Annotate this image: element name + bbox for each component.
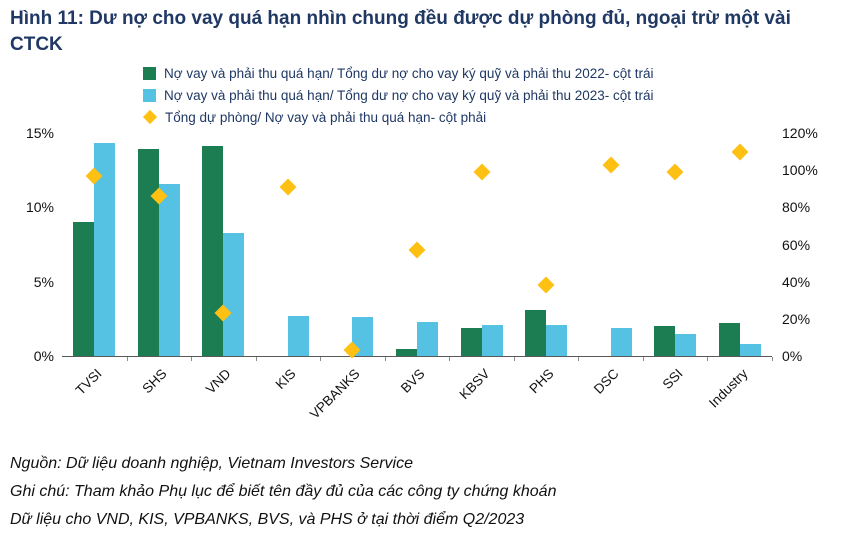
x-axis-tick bbox=[513, 357, 515, 361]
bar-2022 bbox=[718, 323, 740, 356]
right-axis-tick-label: 60% bbox=[782, 236, 811, 253]
right-axis-tick-label: 0% bbox=[782, 348, 803, 364]
right-axis-tick-label: 80% bbox=[782, 199, 811, 216]
yellow-diamond-swatch-icon bbox=[142, 109, 158, 125]
left-axis-tick-label: 10% bbox=[25, 199, 54, 216]
bar-2022 bbox=[460, 327, 482, 356]
bar-2023 bbox=[94, 143, 116, 356]
x-axis-tick bbox=[578, 357, 580, 361]
bar-2023 bbox=[610, 327, 632, 356]
x-axis-tick bbox=[320, 357, 322, 361]
provision-diamond-marker bbox=[537, 276, 555, 294]
bar-2022 bbox=[396, 348, 417, 356]
right-axis-tick-label: 40% bbox=[782, 273, 811, 290]
legend-item-2022: Nợ vay và phải thu quá hạn/ Tổng dư nợ c… bbox=[143, 62, 654, 84]
right-axis-tick-label: 20% bbox=[782, 310, 811, 327]
x-axis-tick bbox=[707, 357, 709, 361]
legend-item-provision: Tổng dự phòng/ Nợ vay và phải thu quá hạ… bbox=[142, 106, 654, 128]
chart-title: Hình 11: Dư nợ cho vay quá hạn nhìn chun… bbox=[10, 8, 791, 55]
legend-label: Nợ vay và phải thu quá hạn/ Tổng dư nợ c… bbox=[164, 87, 654, 103]
bar-2023 bbox=[675, 333, 697, 356]
x-axis-tick bbox=[191, 357, 193, 361]
bar-2022 bbox=[654, 326, 676, 356]
left-axis-tick-label: 15% bbox=[25, 125, 54, 141]
x-axis-tick bbox=[772, 357, 773, 361]
bar-2023 bbox=[546, 324, 568, 356]
bar-2022 bbox=[137, 149, 159, 356]
source-note: Nguồn: Dữ liệu doanh nghiệp, Vietnam Inv… bbox=[10, 455, 413, 472]
bar-2023 bbox=[739, 344, 761, 356]
left-axis-tick-label: 0% bbox=[33, 348, 54, 364]
provision-diamond-marker bbox=[473, 163, 491, 181]
x-axis-tick bbox=[449, 357, 451, 361]
provision-diamond-marker bbox=[731, 143, 749, 161]
legend-label: Tổng dự phòng/ Nợ vay và phải thu quá hạ… bbox=[165, 109, 487, 125]
provision-diamond-marker bbox=[408, 241, 426, 259]
bar-2022 bbox=[525, 309, 547, 356]
provision-diamond-marker bbox=[279, 178, 297, 196]
blue-square-swatch-icon bbox=[143, 88, 156, 102]
chart-legend: Nợ vay và phải thu quá hạn/ Tổng dư nợ c… bbox=[142, 62, 654, 128]
x-axis-tick bbox=[255, 357, 257, 361]
legend-label: Nợ vay và phải thu quá hạn/ Tổng dư nợ c… bbox=[164, 65, 654, 81]
bar-2022 bbox=[202, 146, 224, 356]
bar-2023 bbox=[417, 321, 438, 356]
bar-2023 bbox=[287, 315, 309, 356]
bar-2022 bbox=[73, 222, 95, 356]
legend-item-2023: Nợ vay và phải thu quá hạn/ Tổng dư nợ c… bbox=[143, 84, 654, 106]
left-axis-tick-label: 5% bbox=[33, 273, 54, 290]
right-axis-tick-label: 100% bbox=[782, 162, 818, 179]
provision-diamond-marker bbox=[602, 156, 620, 174]
x-axis-tick bbox=[642, 357, 644, 361]
provision-diamond-marker bbox=[666, 163, 684, 181]
footer-notes: Nguồn: Dữ liệu doanh nghiệp, Vietnam Inv… bbox=[10, 450, 830, 534]
bar-2023 bbox=[481, 324, 503, 356]
note-line: Dữ liệu cho VND, KIS, VPBANKS, BVS, và P… bbox=[10, 511, 525, 528]
green-square-swatch-icon bbox=[143, 66, 156, 80]
note-line: Ghi chú: Tham khảo Phụ lục để biết tên đ… bbox=[10, 483, 557, 500]
plot-area bbox=[62, 133, 772, 359]
bar-2023 bbox=[158, 183, 180, 356]
x-axis-tick bbox=[384, 357, 386, 361]
x-axis-tick bbox=[126, 357, 128, 361]
right-axis-tick-label: 120% bbox=[782, 125, 818, 141]
bar-2023 bbox=[223, 232, 245, 356]
